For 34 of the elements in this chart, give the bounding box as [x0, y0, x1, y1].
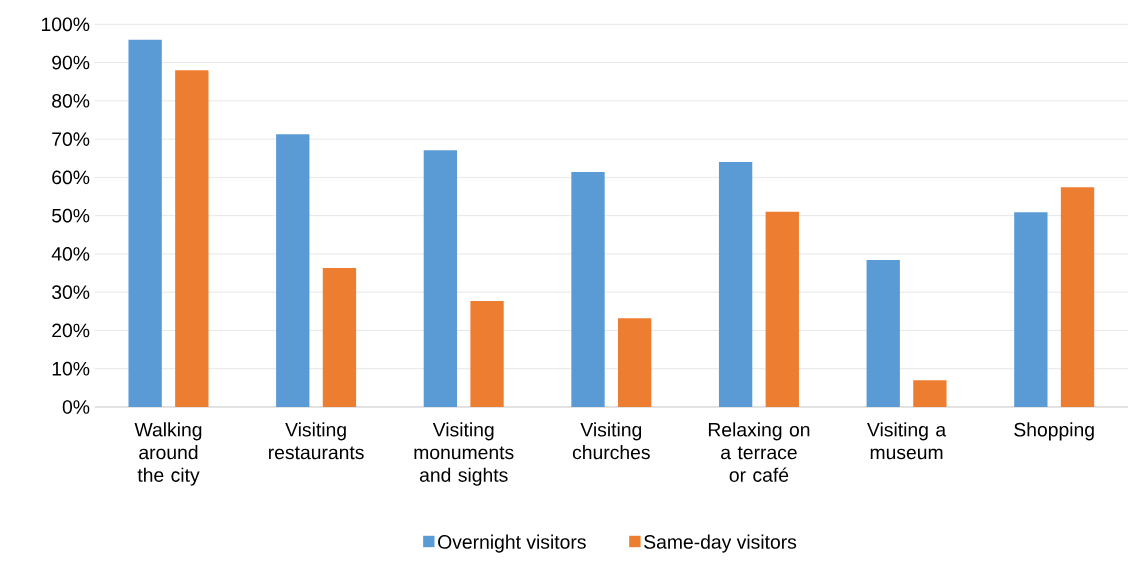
y-tick-label: 80%: [52, 94, 90, 108]
bar: [913, 380, 947, 407]
bar: [718, 162, 753, 407]
x-tick-label: Visiting monuments and sights: [414, 422, 514, 486]
y-tick-label: 100%: [41, 17, 90, 32]
x-tick-label: Relaxing on a terrace or café: [708, 422, 810, 482]
x-tick-label: Shopping: [1014, 422, 1094, 441]
bar: [128, 39, 162, 407]
y-tick-label: 90%: [52, 55, 90, 70]
x-tick-label: Walking around the city: [134, 422, 202, 486]
legend-label: Same-day visitors: [644, 534, 797, 553]
y-tick-label: 10%: [52, 361, 90, 376]
bar: [175, 70, 209, 407]
bar: [276, 134, 310, 407]
y-tick-label: 30%: [52, 285, 90, 300]
bar: [618, 318, 652, 407]
bar: [1014, 212, 1048, 407]
legend-label: Overnight visitors: [438, 534, 586, 553]
y-tick-label: 20%: [52, 323, 90, 338]
bar: [322, 268, 357, 407]
bar: [866, 260, 900, 407]
bar: [423, 150, 458, 407]
y-tick-label: 50%: [52, 208, 90, 223]
x-tick-label: Visiting a museum: [867, 422, 947, 460]
y-tick-label: 0%: [62, 400, 90, 414]
x-tick-label: Visiting churches: [572, 422, 650, 460]
bar: [571, 172, 605, 407]
bar: [470, 300, 504, 407]
bar: [765, 211, 799, 407]
y-tick-label: 60%: [52, 170, 90, 185]
bar: [1060, 187, 1095, 407]
y-tick-label: 40%: [51, 247, 90, 261]
x-tick-label: Visiting restaurants: [269, 422, 364, 460]
y-tick-label: 70%: [52, 132, 90, 146]
